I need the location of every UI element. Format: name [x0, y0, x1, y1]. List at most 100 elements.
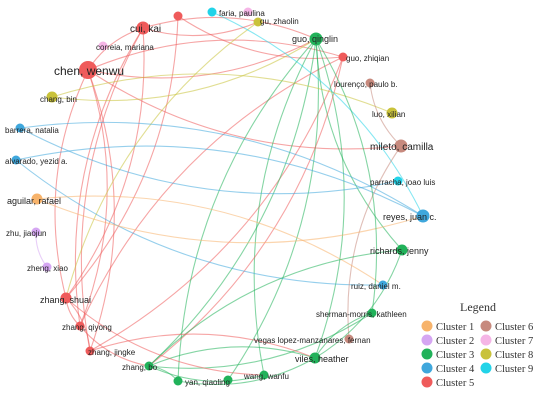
legend-swatch-cluster-6	[480, 320, 492, 332]
link-zhangqiyong-zhangbo	[79, 325, 150, 367]
link-chenwenwu-zhangqiyong	[79, 69, 108, 327]
link-cuikai-zhangqiyong	[74, 27, 144, 327]
node-viles[interactable]	[309, 352, 321, 364]
legend-label-cluster-6: Cluster 6	[495, 322, 533, 333]
label-zhangjingke: zhang, jingke	[88, 348, 136, 357]
link-cuikai-guoqinglin	[142, 16, 317, 40]
label-yanqiaoling: yan, qiaoling	[185, 378, 230, 387]
node-aguilar[interactable]	[31, 193, 43, 205]
node-luoxilian[interactable]	[386, 107, 398, 119]
link-mileto-vegas	[347, 145, 402, 340]
link-faria-reyes	[211, 11, 424, 217]
node-correia[interactable]	[98, 41, 108, 51]
link-barrera-reyes	[19, 121, 424, 217]
link-zhangbo-wangwanfu	[148, 365, 265, 382]
label-mileto: mileto, camilla	[370, 142, 434, 153]
network-links	[15, 11, 424, 385]
node-changbin[interactable]	[46, 91, 58, 103]
legend-title: Legend	[460, 300, 496, 314]
node-yanqiaoling[interactable]	[173, 376, 183, 386]
cluster-legend: Legend Cluster 1 Cluster 2 Cluster 3 Cluste…	[421, 300, 533, 389]
node-sherman[interactable]	[367, 308, 377, 318]
label-lourenco: lourenço, paulo b.	[334, 80, 398, 89]
link-aguilar-ruiz	[36, 195, 384, 286]
node-guzhaolin[interactable]	[253, 17, 263, 27]
label-chenwenwu: chen, wenwu	[54, 64, 124, 78]
label-faria: faria, paulina	[219, 9, 265, 18]
node-ruiz[interactable]	[378, 280, 388, 290]
legend-label-cluster-1: Cluster 1	[436, 322, 474, 333]
link-redtop-zhangshuai	[65, 15, 179, 299]
node-zhangshuai[interactable]	[60, 292, 72, 304]
label-sherman: sherman-morris, kathleen	[316, 310, 407, 319]
node-greendot[interactable]	[223, 375, 233, 385]
legend-swatch-cluster-7	[480, 334, 492, 346]
node-guoqinglin[interactable]	[309, 32, 323, 46]
link-chenwenwu-guoqinglin	[87, 38, 317, 79]
node-barrera[interactable]	[15, 123, 25, 133]
legend-label-cluster-3: Cluster 3	[436, 350, 474, 361]
link-guoqinglin-greendot	[227, 38, 320, 381]
node-richards[interactable]	[396, 244, 408, 256]
node-lourenco[interactable]	[365, 78, 375, 88]
link-guoqinglin-viles	[314, 38, 345, 359]
node-cuikai[interactable]	[136, 21, 150, 35]
node-pinkdot[interactable]	[243, 7, 253, 17]
label-vegas: vegas lopez-manzanares, fernan	[254, 336, 371, 345]
link-redtop-guozhiqian	[177, 15, 344, 59]
label-wangwanfu: wang, wanfu	[243, 372, 289, 381]
legend-label-cluster-4: Cluster 4	[436, 364, 475, 375]
link-guoqinglin-wangwanfu	[253, 38, 317, 376]
legend-label-cluster-2: Cluster 2	[436, 336, 474, 347]
label-guozhiqian: guo, zhiqian	[346, 54, 389, 63]
label-reyes: reyes, juan c.	[383, 212, 437, 222]
link-changbin-luoxilian	[51, 73, 393, 114]
node-zhangjingke[interactable]	[85, 346, 95, 356]
link-cuikai-zhangshuai	[65, 27, 145, 299]
node-parracha[interactable]	[393, 176, 403, 186]
link-sherman-zhangbo	[148, 312, 373, 369]
legend-label-cluster-8: Cluster 8	[495, 350, 533, 361]
node-zhujiaojun[interactable]	[31, 227, 41, 237]
link-aguilar-reyes	[36, 198, 424, 244]
node-wangwanfu[interactable]	[259, 370, 269, 380]
label-cuikai: cui, kai	[130, 24, 161, 35]
link-guozhiqian-zhangqiyong	[79, 56, 344, 327]
label-guoqinglin: guo, qinglin	[292, 34, 338, 44]
legend-label-cluster-7: Cluster 7	[495, 336, 533, 347]
link-guozhiqian-zhangbo	[148, 56, 344, 367]
link-cuikai-guzhaolin	[142, 21, 259, 37]
link-chenwenwu-zhangshuai	[54, 69, 89, 299]
link-barrera-parracha	[19, 127, 399, 195]
legend-label-cluster-5: Cluster 5	[436, 378, 474, 389]
node-chenwenwu[interactable]	[79, 61, 97, 79]
node-redtop[interactable]	[173, 11, 183, 21]
legend-swatch-cluster-2	[421, 334, 433, 346]
node-faria[interactable]	[207, 7, 217, 17]
node-zhangbo[interactable]	[144, 361, 154, 371]
link-cuikai-zhangjingke	[80, 27, 144, 352]
node-reyes[interactable]	[416, 209, 430, 223]
legend-swatch-cluster-5	[421, 376, 433, 388]
node-vegas[interactable]	[344, 334, 354, 344]
link-chenwenwu-zhangjingke	[87, 69, 115, 352]
node-mileto[interactable]	[394, 139, 408, 153]
label-zhengxiao: zheng, xiao	[27, 264, 68, 273]
label-zhangqiyong: zhang, qiyong	[62, 323, 112, 332]
legend-swatch-cluster-1	[421, 320, 433, 332]
link-guoqinglin-yanqiaoling	[177, 38, 317, 382]
label-viles: viles, heather	[295, 354, 349, 364]
node-alvarado[interactable]	[11, 155, 21, 165]
node-zhengxiao[interactable]	[42, 262, 52, 272]
link-richards-zhangbo	[148, 249, 403, 367]
node-guozhiqian[interactable]	[338, 52, 348, 62]
label-richards: richards, jenny	[370, 246, 429, 256]
link-mileto-lourenco	[369, 82, 402, 147]
label-correia: correia, mariana	[96, 43, 154, 52]
node-zhangqiyong[interactable]	[75, 321, 85, 331]
label-alvarado: alvarado, yezid a.	[5, 157, 68, 166]
link-viles-yanqiaoling	[177, 357, 316, 385]
link-chenwenwu-guozhiqian	[87, 39, 344, 71]
link-guzhaolin-zhangshuai	[65, 21, 259, 299]
